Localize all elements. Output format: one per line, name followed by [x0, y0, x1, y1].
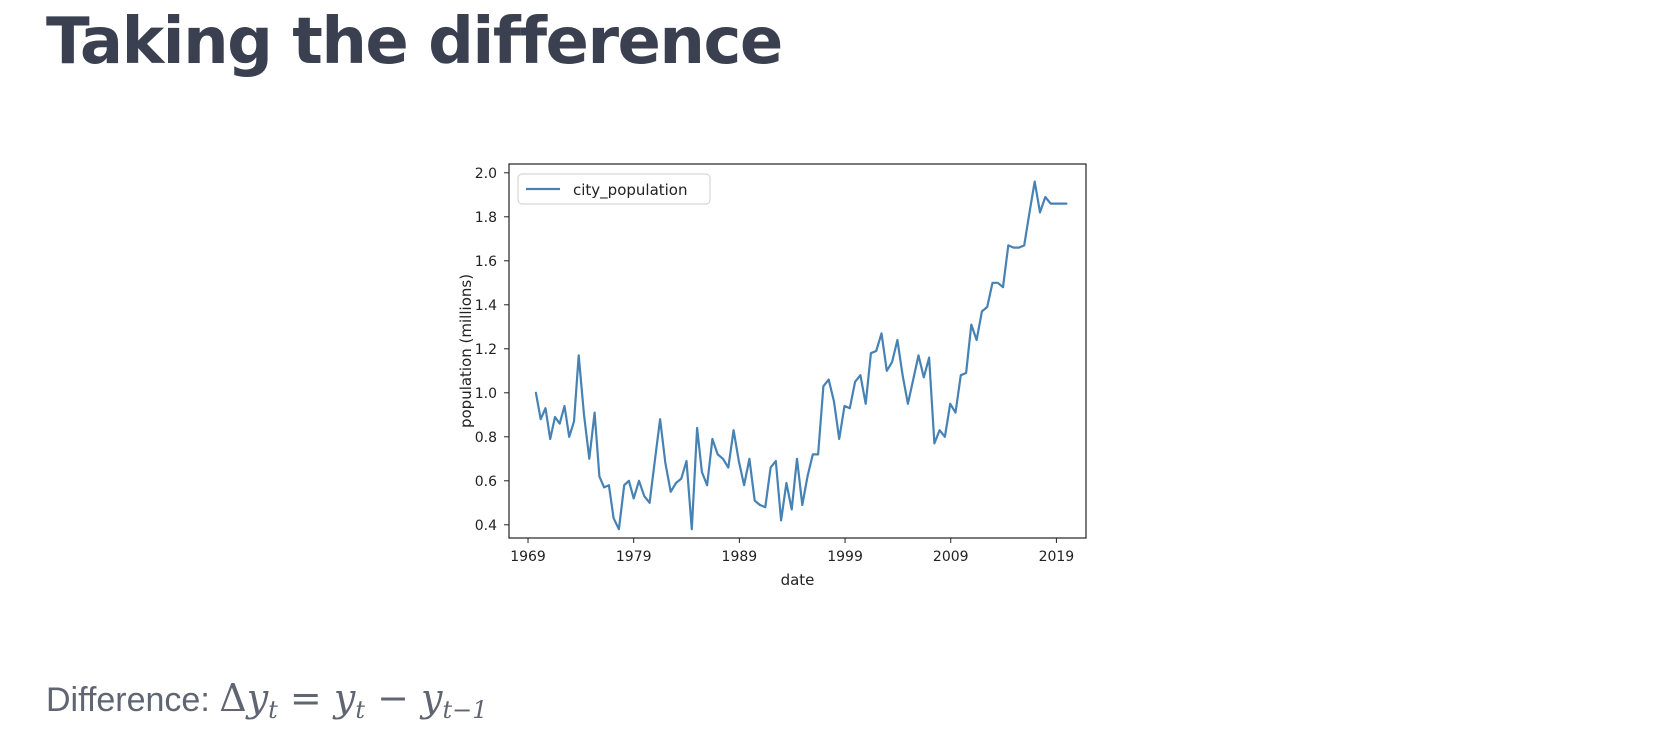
x-tick-label: 1979: [616, 549, 652, 565]
legend-box: [517, 173, 711, 205]
y-tick-label: 0.4: [475, 518, 497, 534]
formula-var-y2: y: [333, 676, 356, 720]
formula-sub-t: t: [268, 696, 278, 724]
y-tick-label: 1.8: [475, 210, 497, 226]
equals-sign: =: [289, 676, 322, 720]
y-tick-label: 1.0: [475, 386, 497, 402]
y-axis-label: population (millions): [457, 274, 475, 428]
formula-math: Δyt = yt − yt−1: [219, 676, 487, 724]
difference-formula: Difference: Δyt = yt − yt−1: [46, 676, 488, 724]
legend-label: city_population: [573, 181, 688, 200]
y-tick-label: 2.0: [475, 166, 497, 182]
slide-title: Taking the difference: [46, 5, 783, 79]
formula-var-y3: y: [421, 676, 443, 720]
y-tick-label: 0.8: [475, 430, 497, 446]
y-tick-label: 1.2: [475, 342, 497, 358]
population-chart: 0.4 0.6 0.8 1.0 1.2 1.4 1.6 1.8 2.0 1969 1979 1989 1…: [455, 160, 1175, 640]
x-axis-label: date: [781, 571, 815, 589]
formula-sub-t2: t: [355, 696, 365, 724]
y-tick-label: 0.6: [475, 474, 497, 490]
x-tick-label: 1999: [827, 549, 863, 565]
x-tick-label: 2009: [933, 549, 969, 565]
formula-var-y: y: [246, 676, 269, 720]
formula-sub-t-minus-1: t−1: [442, 696, 488, 724]
line-chart: 0.4 0.6 0.8 1.0 1.2 1.4 1.6 1.8 2.0 1969 1979 1989 1…: [457, 163, 1087, 589]
minus-sign: −: [377, 676, 409, 720]
x-tick-label: 1989: [722, 549, 758, 565]
series-line-city_population: [534, 180, 1068, 531]
x-tick-label: 2019: [1039, 549, 1075, 565]
y-tick-label: 1.6: [475, 254, 497, 270]
y-tick-label: 1.4: [475, 298, 497, 314]
formula-label: Difference:: [46, 681, 210, 719]
x-tick-label: 1969: [510, 549, 546, 565]
plot-frame: [508, 163, 1087, 539]
delta-symbol: Δ: [219, 676, 247, 720]
